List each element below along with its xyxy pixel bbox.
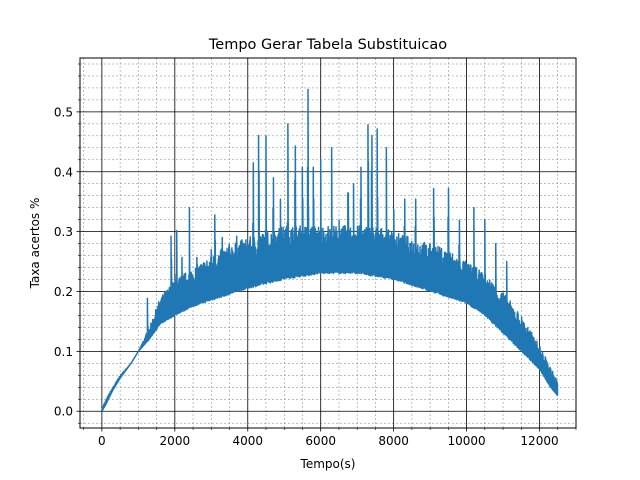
y-tick-label: 0.4 xyxy=(54,165,73,179)
x-axis-label: Tempo(s) xyxy=(300,457,356,471)
axis-ticks xyxy=(76,63,577,432)
plot-frame xyxy=(79,57,577,429)
tick-labels: 0 2000 4000 6000 8000 10000 12000 0.0 0.1 0.2 0.3 0… xyxy=(54,105,559,448)
y-tick-label: 0.2 xyxy=(54,285,73,299)
x-tick-label: 0 xyxy=(98,434,106,448)
x-tick-label: 10000 xyxy=(447,434,485,448)
series-layer xyxy=(101,88,559,412)
x-tick-label: 6000 xyxy=(305,434,336,448)
x-tick-label: 8000 xyxy=(378,434,409,448)
x-tick-label: 2000 xyxy=(160,434,191,448)
chart-title: Tempo Gerar Tabela Substituicao xyxy=(208,37,447,53)
y-axis-label: Taxa acertos % xyxy=(28,198,42,290)
y-tick-label: 0.5 xyxy=(54,105,73,119)
y-tick-label: 0.1 xyxy=(54,345,73,359)
y-tick-label: 0.3 xyxy=(54,225,73,239)
x-tick-label: 4000 xyxy=(232,434,263,448)
minor-grid xyxy=(80,58,577,428)
series-line xyxy=(101,88,559,412)
x-tick-label: 12000 xyxy=(520,434,558,448)
y-tick-label: 0.0 xyxy=(54,405,73,419)
